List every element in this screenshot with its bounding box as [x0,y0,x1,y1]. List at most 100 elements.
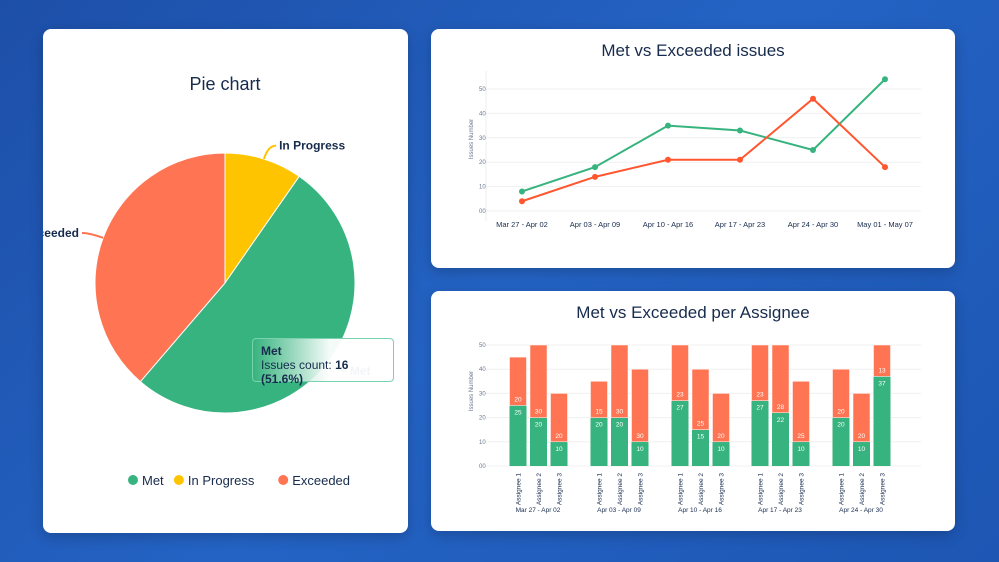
bar-met [550,441,568,466]
bar-label-exceeded: 23 [676,392,684,399]
tooltip-label: Issues count: [261,358,332,372]
bar-label-met: 10 [636,446,644,453]
y-tick-label: 40 [479,367,486,373]
legend-marker [278,475,289,485]
pie-label: In Progress [279,139,345,153]
bar-exceeded [631,368,649,443]
bar-label-met: 27 [756,405,764,412]
line-title: Met vs Exceeded issues [601,41,784,60]
legend-item: In Progress [188,473,255,488]
bar-label-met: 20 [595,422,603,429]
y-tick-label: 20 [479,416,486,422]
bar-met [772,412,789,466]
bar-met [832,417,850,466]
bar-label-exceeded: 28 [777,404,785,411]
group-label: Apr 24 - Apr 30 [839,507,883,514]
legend-item: Met [142,473,164,488]
data-point-exceeded [810,95,816,102]
bar-met [671,400,689,466]
y-tick-label: 30 [479,136,486,142]
line-series-exceeded [521,97,886,203]
pie-label-line [262,144,277,160]
bar-label-exceeded: 15 [595,409,603,416]
pie-label-line [81,231,104,239]
legend-marker [128,475,138,485]
group-label: Apr 03 - Apr 09 [597,507,641,514]
data-point-exceeded [882,164,888,171]
data-point-exceeded [665,156,671,163]
tooltip-title: Met [261,344,282,358]
x-tick-label: Assignee 2 [859,473,866,506]
legend-marker [173,475,184,485]
data-point-exceeded [592,173,598,180]
bar-label-met: 20 [837,422,845,429]
bar-exceeded [691,368,710,430]
bar-label-exceeded: 20 [717,433,725,440]
x-tick-label: Assignee 3 [719,473,726,506]
bar-label-exceeded: 25 [697,421,705,428]
x-tick-label: Apr 24 - Apr 30 [788,220,838,229]
x-tick-label: Assignee 3 [880,473,887,506]
bar-exceeded [771,344,790,414]
group-label: Apr 17 - Apr 23 [758,507,802,514]
data-point-met [882,76,888,83]
bar-exceeded [792,381,810,443]
bar-label-exceeded: 20 [555,433,563,440]
data-point-met [737,127,743,134]
bar-met [611,417,628,466]
bar-label-met: 37 [878,380,886,387]
x-tick-label: Assignee 3 [638,473,645,506]
bar-label-met: 15 [697,434,705,441]
bar-met [590,417,608,466]
bar-exceeded [590,381,608,418]
bar-title: Met vs Exceeded per Assignee [576,303,809,322]
y-tick-label: 40 [479,111,486,117]
data-point-met [592,164,598,171]
bar-met [853,441,870,466]
data-point-met [810,147,816,153]
y-tick-label: 20 [479,160,486,166]
y-axis-label: Issues Number [469,371,475,411]
bar-card: Met vs Exceeded per Assignee Issues Numbe… [431,291,955,531]
bar-exceeded [873,344,891,377]
group-label: Apr 10 - Apr 16 [678,507,722,514]
x-tick-label: Assignee 2 [698,473,705,506]
bar-met [751,400,769,466]
data-point-met [519,188,525,195]
bar-exceeded [509,356,527,406]
x-tick-label: Assignee 1 [839,473,846,506]
y-tick-label: 00 [479,209,486,215]
bar-exceeded [852,393,871,443]
bar-label-exceeded: 23 [756,392,764,399]
bar-exceeded [671,344,689,401]
bar-label-met: 10 [555,446,563,453]
y-axis-label: Issues Number [469,119,475,159]
pie-chart: Pie chart In Progress Met Exceeded Met In Pro… [23,74,371,488]
pie-label: Exceeded [43,226,79,240]
pie-card: Pie chart In Progress Met Exceeded Met In Pro… [23,29,408,533]
bar-exceeded [529,344,548,418]
bar-label-exceeded: 25 [797,433,805,440]
bar-label-met: 10 [797,446,805,453]
y-tick-label: 10 [479,185,486,191]
bar-exceeded [712,393,730,443]
line-card: Met vs Exceeded issues Issues Number 00 10 2… [431,29,955,268]
bar-label-met: 22 [777,417,785,424]
bar-label-exceeded: 30 [636,433,644,440]
bar-met [692,429,709,466]
legend-item: Exceeded [292,473,350,488]
bar-exceeded [832,368,850,418]
bar-label-met: 20 [535,422,543,429]
bar-met [712,441,730,466]
bar-label-met: 10 [717,446,725,453]
line-chart: Met vs Exceeded issues Issues Number 00 10 2… [469,41,921,229]
bar-label-exceeded: 20 [514,397,522,404]
y-tick-label: 50 [479,87,486,93]
bar-label-exceeded: 13 [878,367,886,374]
bar-exceeded [550,393,568,443]
x-tick-label: Apr 03 - Apr 09 [570,220,620,229]
y-tick-label: 30 [479,391,486,397]
pie-slice-in-progress [224,152,300,285]
bar-chart: Met vs Exceeded per Assignee Issues Numbe… [469,303,921,514]
bar-met [530,417,547,466]
